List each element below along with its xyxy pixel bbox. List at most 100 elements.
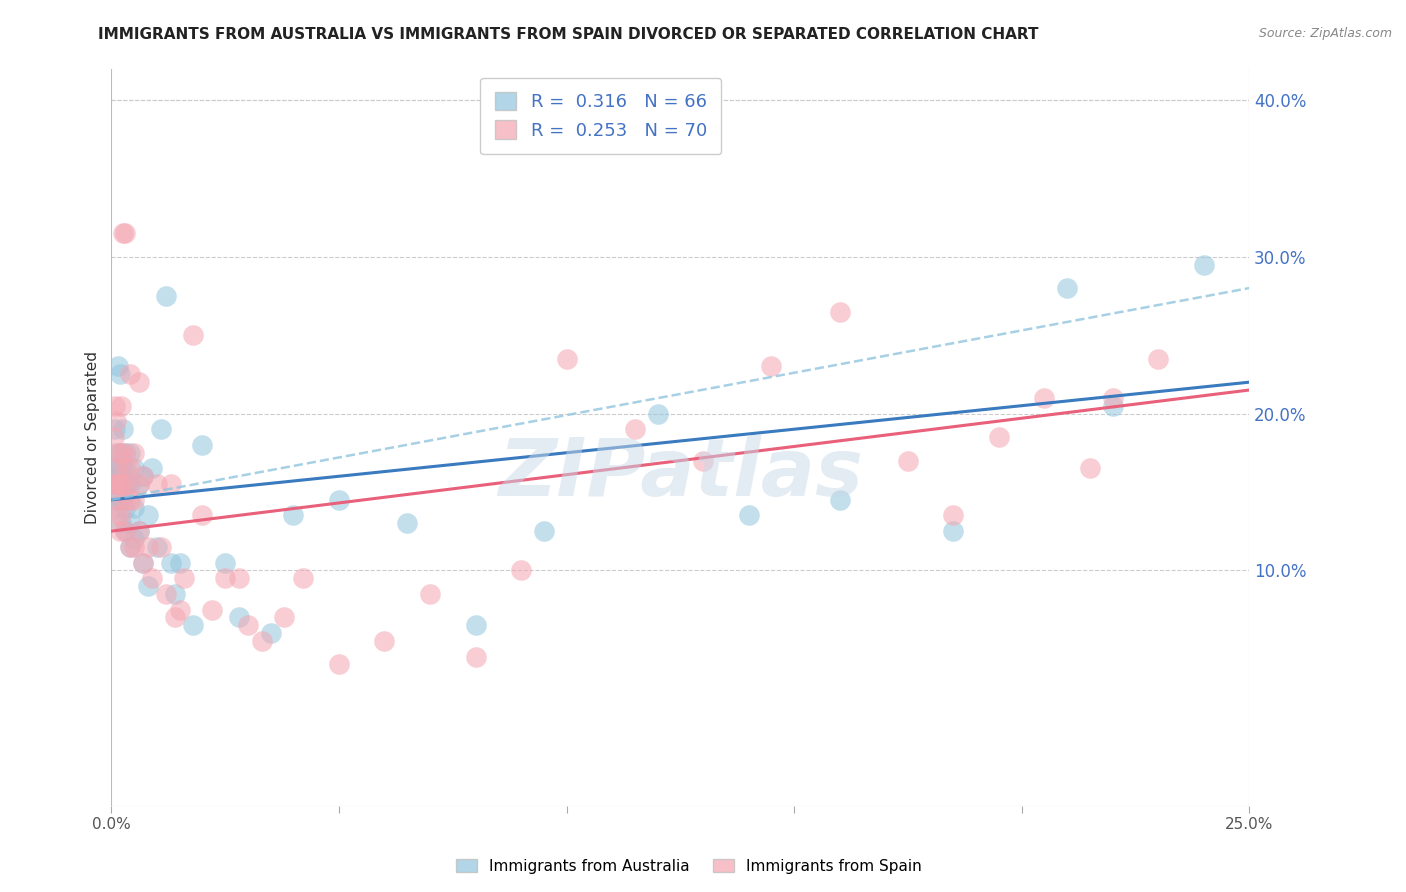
Point: [200, 602, 222, 616]
Point: [250, 634, 273, 648]
Point: [118, 446, 141, 460]
Point: [396, 516, 419, 531]
Point: [136, 579, 159, 593]
Point: [110, 446, 132, 460]
Point: [118, 461, 141, 475]
Point: [1192, 258, 1215, 272]
Point: [942, 524, 965, 538]
Point: [1101, 391, 1123, 405]
Point: [942, 508, 965, 523]
Point: [897, 453, 920, 467]
Point: [737, 508, 759, 523]
Point: [114, 477, 136, 491]
Point: [155, 289, 177, 303]
Point: [110, 516, 132, 531]
Point: [118, 492, 141, 507]
Point: [105, 461, 128, 475]
Point: [236, 618, 259, 632]
Point: [165, 610, 187, 624]
Point: [104, 414, 127, 428]
Point: [107, 359, 129, 374]
Point: [122, 532, 145, 546]
Text: IMMIGRANTS FROM AUSTRALIA VS IMMIGRANTS FROM SPAIN DIVORCED OR SEPARATED CORRELA: IMMIGRANTS FROM AUSTRALIA VS IMMIGRANTS …: [98, 27, 1039, 42]
Point: [103, 477, 125, 491]
Point: [122, 446, 145, 460]
Point: [1056, 281, 1078, 295]
Point: [828, 492, 851, 507]
Point: [114, 492, 136, 507]
Point: [118, 477, 141, 491]
Point: [419, 587, 441, 601]
Point: [108, 469, 131, 483]
Point: [104, 399, 127, 413]
Point: [111, 226, 134, 240]
Point: [110, 508, 132, 523]
Point: [555, 351, 578, 366]
Point: [987, 430, 1010, 444]
Point: [108, 524, 131, 538]
Point: [114, 461, 136, 475]
Point: [107, 477, 129, 491]
Text: ZIPatlas: ZIPatlas: [498, 435, 863, 513]
Point: [141, 461, 163, 475]
Point: [761, 359, 783, 374]
Point: [273, 610, 295, 624]
Point: [105, 477, 128, 491]
Point: [104, 492, 127, 507]
Point: [110, 399, 132, 413]
Point: [122, 461, 145, 475]
Point: [114, 446, 136, 460]
Point: [183, 618, 205, 632]
Point: [132, 469, 155, 483]
Point: [104, 461, 127, 475]
Legend: Immigrants from Australia, Immigrants from Spain: Immigrants from Australia, Immigrants fr…: [450, 853, 928, 880]
Point: [118, 516, 141, 531]
Point: [128, 375, 150, 389]
Point: [169, 602, 191, 616]
Point: [104, 477, 127, 491]
Point: [110, 469, 132, 483]
Point: [110, 477, 132, 491]
Point: [104, 469, 127, 483]
Point: [111, 469, 134, 483]
Point: [117, 477, 139, 491]
Point: [1033, 391, 1056, 405]
Point: [1101, 399, 1123, 413]
Point: [108, 368, 131, 382]
Point: [114, 226, 136, 240]
Point: [165, 587, 187, 601]
Point: [117, 477, 139, 491]
Point: [510, 563, 533, 577]
Point: [118, 540, 141, 554]
Point: [132, 556, 155, 570]
Point: [110, 492, 132, 507]
Point: [107, 492, 129, 507]
Point: [173, 571, 195, 585]
Point: [159, 556, 181, 570]
Point: [647, 407, 669, 421]
Point: [291, 571, 314, 585]
Point: [114, 524, 136, 538]
Point: [464, 618, 486, 632]
Point: [191, 438, 214, 452]
Point: [114, 446, 136, 460]
Point: [228, 610, 250, 624]
Point: [128, 524, 150, 538]
Point: [114, 500, 136, 515]
Point: [103, 477, 125, 491]
Point: [118, 540, 141, 554]
Point: [122, 492, 145, 507]
Point: [114, 461, 136, 475]
Point: [155, 587, 177, 601]
Point: [104, 477, 127, 491]
Point: [110, 446, 132, 460]
Point: [1147, 351, 1170, 366]
Point: [260, 626, 283, 640]
Point: [533, 524, 555, 538]
Point: [128, 477, 150, 491]
Point: [373, 634, 395, 648]
Point: [104, 446, 127, 460]
Point: [110, 477, 132, 491]
Y-axis label: Divorced or Separated: Divorced or Separated: [86, 351, 100, 524]
Point: [122, 500, 145, 515]
